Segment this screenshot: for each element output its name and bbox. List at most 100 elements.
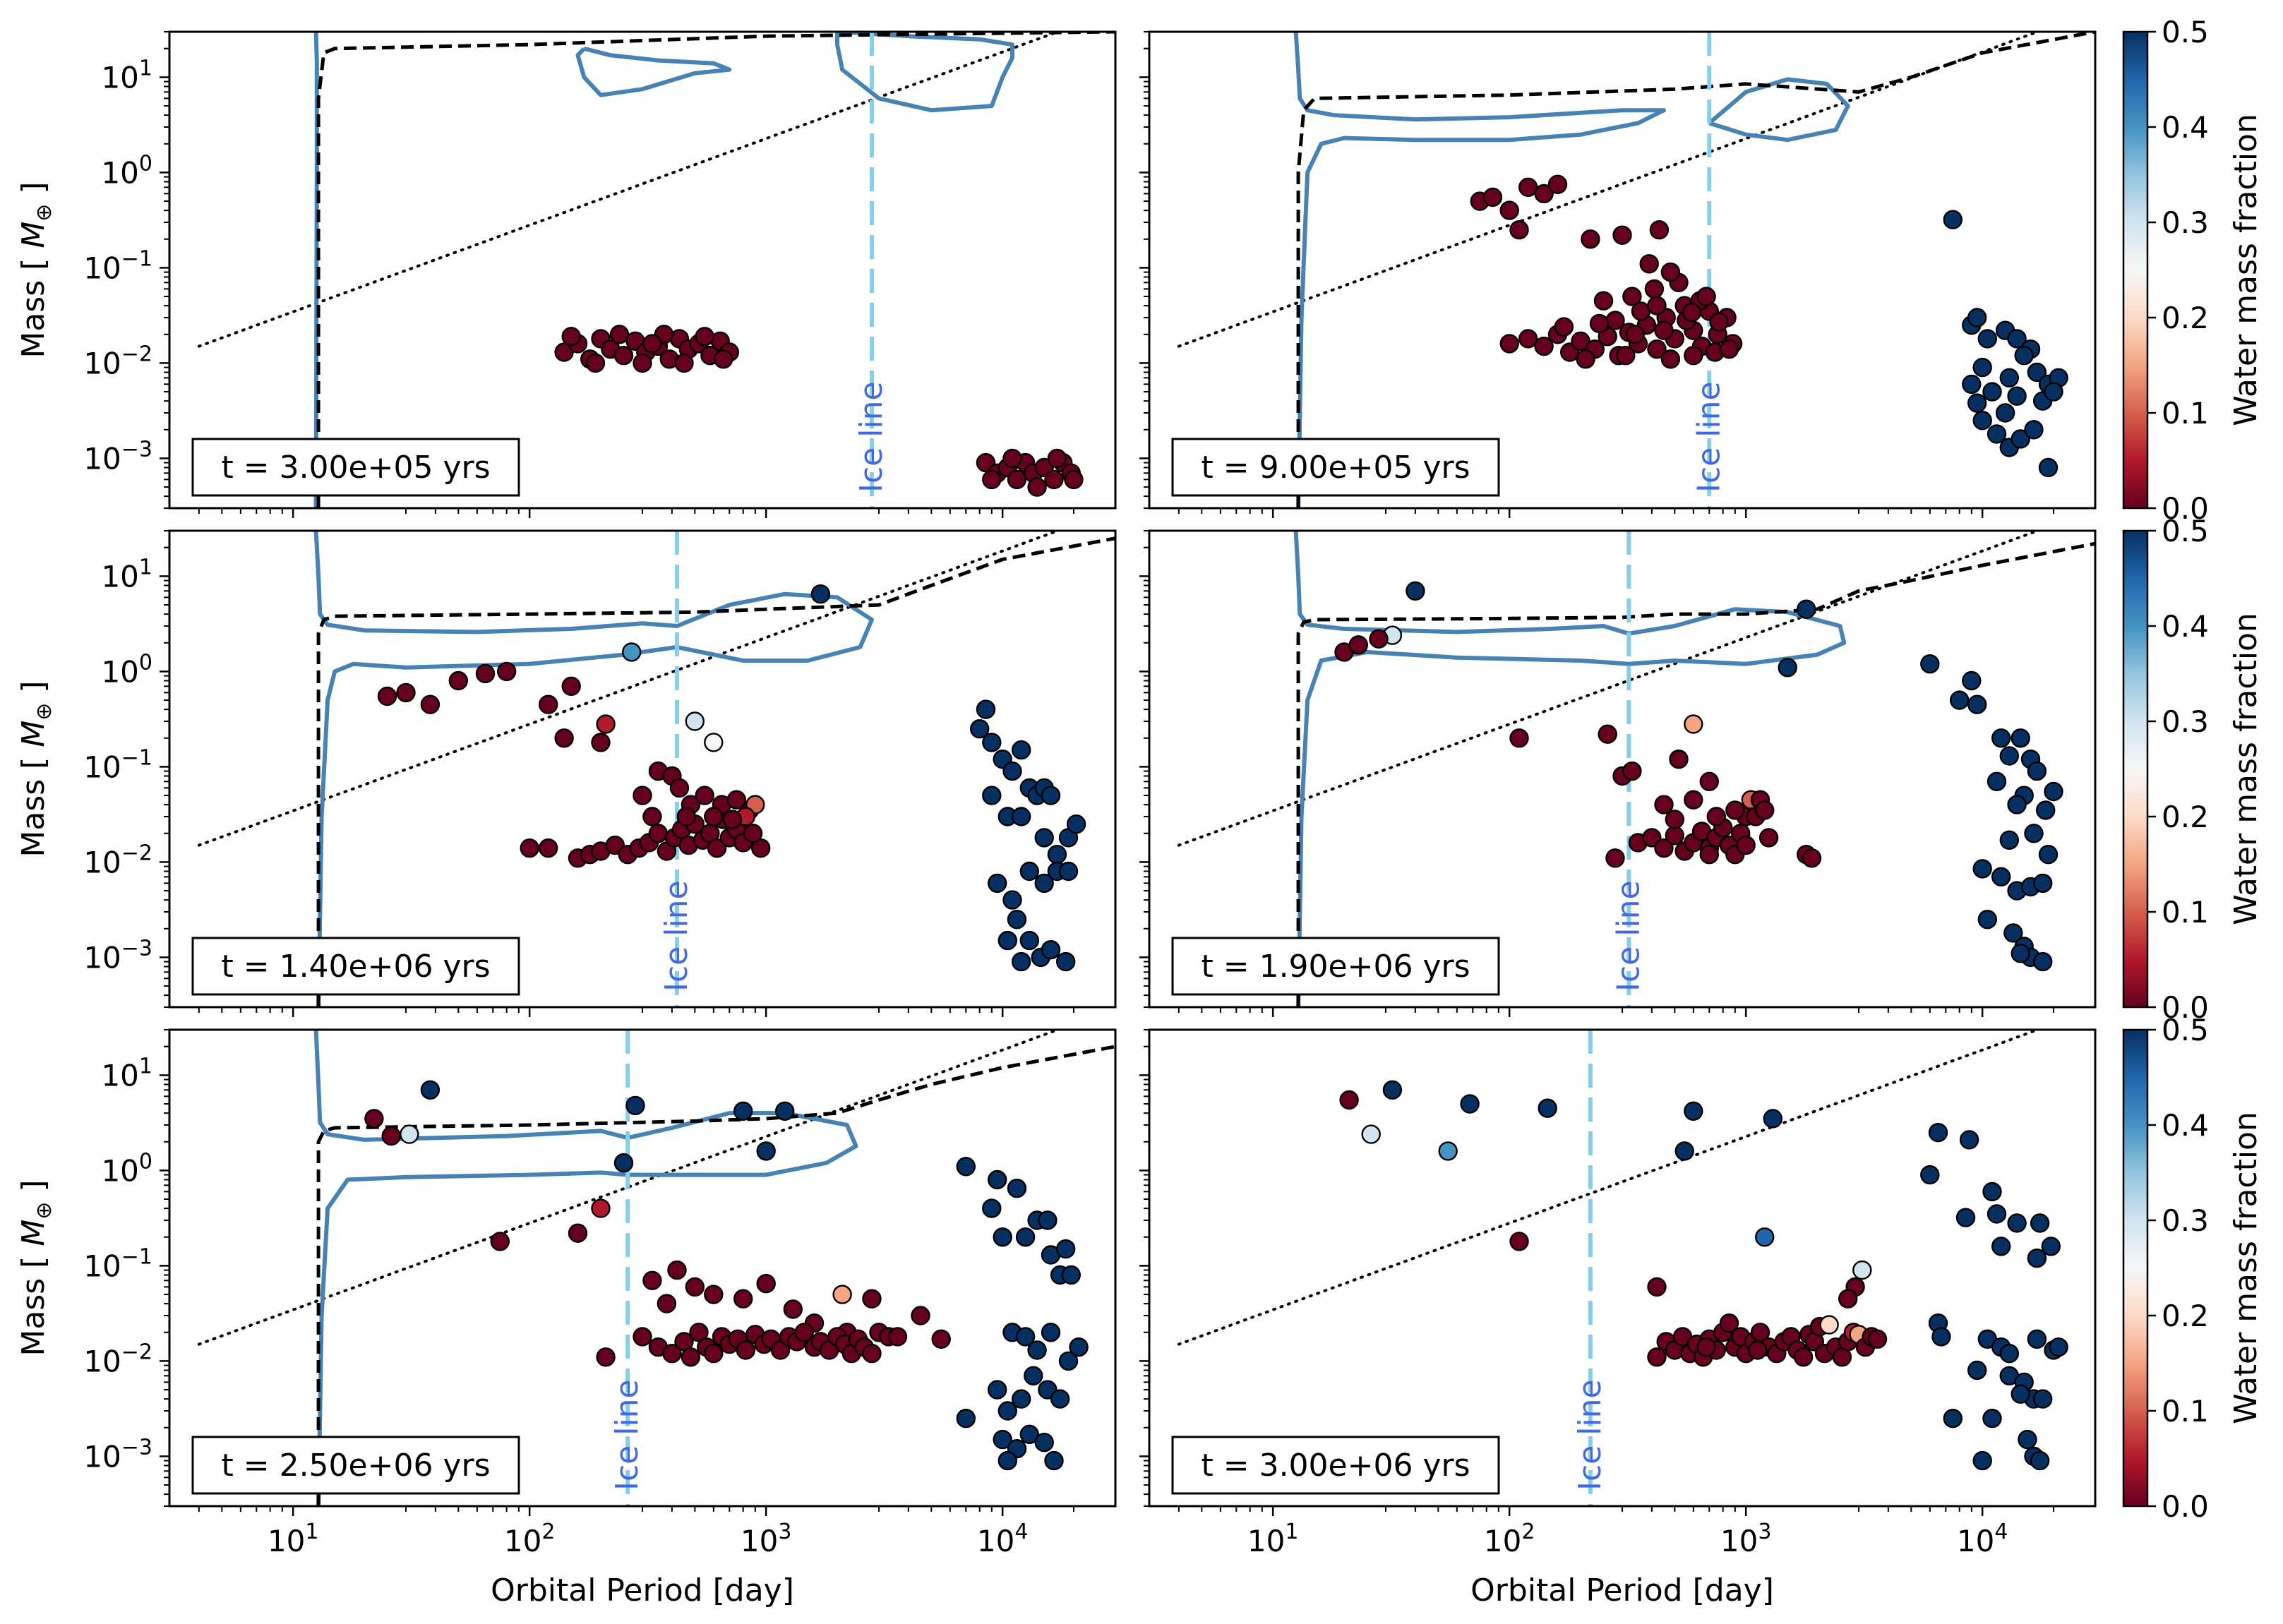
planet-point [1654, 838, 1674, 858]
y-tick-label: 100 [101, 650, 152, 689]
time-label-box [1171, 1436, 1500, 1495]
panel-3: Ice line 10−3 10−2 10−1 100 101 t = 1.40e+06 y… [16, 529, 1117, 1017]
planet-point [993, 1429, 1012, 1450]
planet-point [1754, 1227, 1775, 1247]
contour-line [313, 1030, 858, 1506]
planet-point [704, 733, 724, 752]
colorbar-tick-label: 0.1 [2162, 895, 2209, 930]
planet-point [1593, 291, 1614, 311]
plot-area: Ice line [197, 1030, 1115, 1506]
planet-point [1736, 835, 1756, 855]
y-tick-label: 101 [101, 56, 152, 95]
planet-point [642, 334, 662, 354]
planet-point [1838, 1289, 1858, 1309]
planet-point [1982, 1181, 2002, 1202]
planet-point [685, 1277, 705, 1297]
planet-point [633, 786, 652, 805]
planet-point [1719, 339, 1739, 359]
planet-point [862, 1289, 882, 1309]
planet-point [1999, 1343, 2020, 1364]
colorbar-label: Water mass fraction [2228, 1112, 2264, 1424]
planet-point [396, 682, 416, 703]
planet-point [2032, 951, 2053, 972]
planet-point [1605, 848, 1625, 868]
planet-point [1041, 1323, 1061, 1342]
y-tick-label: 10−1 [83, 246, 152, 285]
planet-point [622, 642, 642, 662]
planet-point [810, 584, 831, 604]
planet-point [364, 1109, 384, 1129]
planet-point [657, 1294, 677, 1313]
time-label-box [1171, 937, 1500, 996]
planet-point [1852, 1260, 1872, 1280]
planet-point [669, 778, 690, 798]
planet-point [1061, 1265, 1081, 1285]
y-tick-label: 10−1 [83, 1244, 152, 1283]
planet-point [1064, 469, 1084, 490]
planet-point [1024, 1366, 1043, 1386]
planet-point [1019, 861, 1040, 882]
planet-point [1665, 826, 1685, 846]
isolation-mass-line [1296, 541, 2095, 1007]
colorbar-tick-label: 0.0 [2162, 990, 2209, 1025]
colorbar-tick-label: 0.1 [2162, 396, 2209, 431]
planet-point [420, 694, 441, 714]
x-tick-label: 102 [504, 1520, 556, 1558]
isolation-mass-line [316, 536, 1115, 1007]
y-tick-label: 10−2 [83, 841, 152, 879]
planet-point [1793, 1347, 1814, 1367]
isolation-mass-line [1296, 32, 2095, 508]
colorbar-tick-label: 0.4 [2162, 609, 2209, 644]
planet-point [1962, 374, 1982, 395]
planet-point [609, 325, 630, 344]
planet-point [1011, 740, 1031, 760]
planet-point [1987, 424, 2007, 444]
planet-point [1819, 1315, 1839, 1335]
planet-point [1725, 800, 1745, 820]
time-label: t = 3.00e+05 yrs [221, 450, 490, 486]
y-tick-label: 10−2 [83, 1340, 152, 1378]
planet-point [561, 676, 581, 696]
x-axis-label: Orbital Period [day] [1470, 1572, 1774, 1608]
planet-point [1977, 329, 1998, 349]
planet-point [783, 1299, 803, 1319]
planet-point [1699, 844, 1720, 865]
planet-point [1612, 225, 1632, 245]
planet-point [2044, 382, 2063, 402]
colorbar-tick-label: 0.0 [2162, 491, 2209, 526]
planet-point [722, 810, 743, 829]
planet-point [1967, 1360, 1987, 1381]
planet-point [1534, 336, 1554, 356]
planet-point [1034, 1432, 1054, 1452]
planet-point [448, 670, 468, 691]
planet-point [704, 807, 724, 826]
planet-point [1339, 1090, 1359, 1110]
planet-point [1972, 1450, 1992, 1471]
colorbar: 0.0 0.1 0.2 0.3 0.4 0.5 Water mass fraction [2122, 1013, 2264, 1524]
contour-line [313, 531, 874, 1007]
planet-point [1547, 174, 1568, 194]
planet-point [633, 1327, 652, 1347]
planet-point [1962, 670, 1982, 691]
planet-point [1069, 1337, 1089, 1357]
planet-point [2011, 1384, 2030, 1404]
planet-point [1639, 254, 1659, 274]
x-tick-label: 101 [1247, 1520, 1299, 1558]
planet-point [1007, 469, 1027, 490]
panel-6: Ice line 101 102 103 104 t = 3.00e+06 yrs [1139, 1028, 2097, 1558]
planet-point [2007, 795, 2027, 814]
planet-point [1802, 848, 1822, 868]
planet-point [1972, 357, 1992, 378]
planet-point [1538, 1098, 1557, 1118]
planet-point [997, 1401, 1018, 1421]
planet-point [648, 824, 669, 843]
panel-frame [1148, 1028, 2097, 1508]
plot-area: Ice line [197, 32, 1115, 508]
planet-point [2038, 844, 2059, 865]
planet-point [1982, 382, 2002, 402]
planet-point [1920, 654, 1940, 674]
shared-labels: Orbital Period [day] Orbital Period [day] [491, 1572, 1774, 1608]
colorbar-tick-label: 0.0 [2162, 1489, 2209, 1524]
y-tick-label: 10−3 [83, 1435, 152, 1474]
planet-point [642, 807, 662, 826]
